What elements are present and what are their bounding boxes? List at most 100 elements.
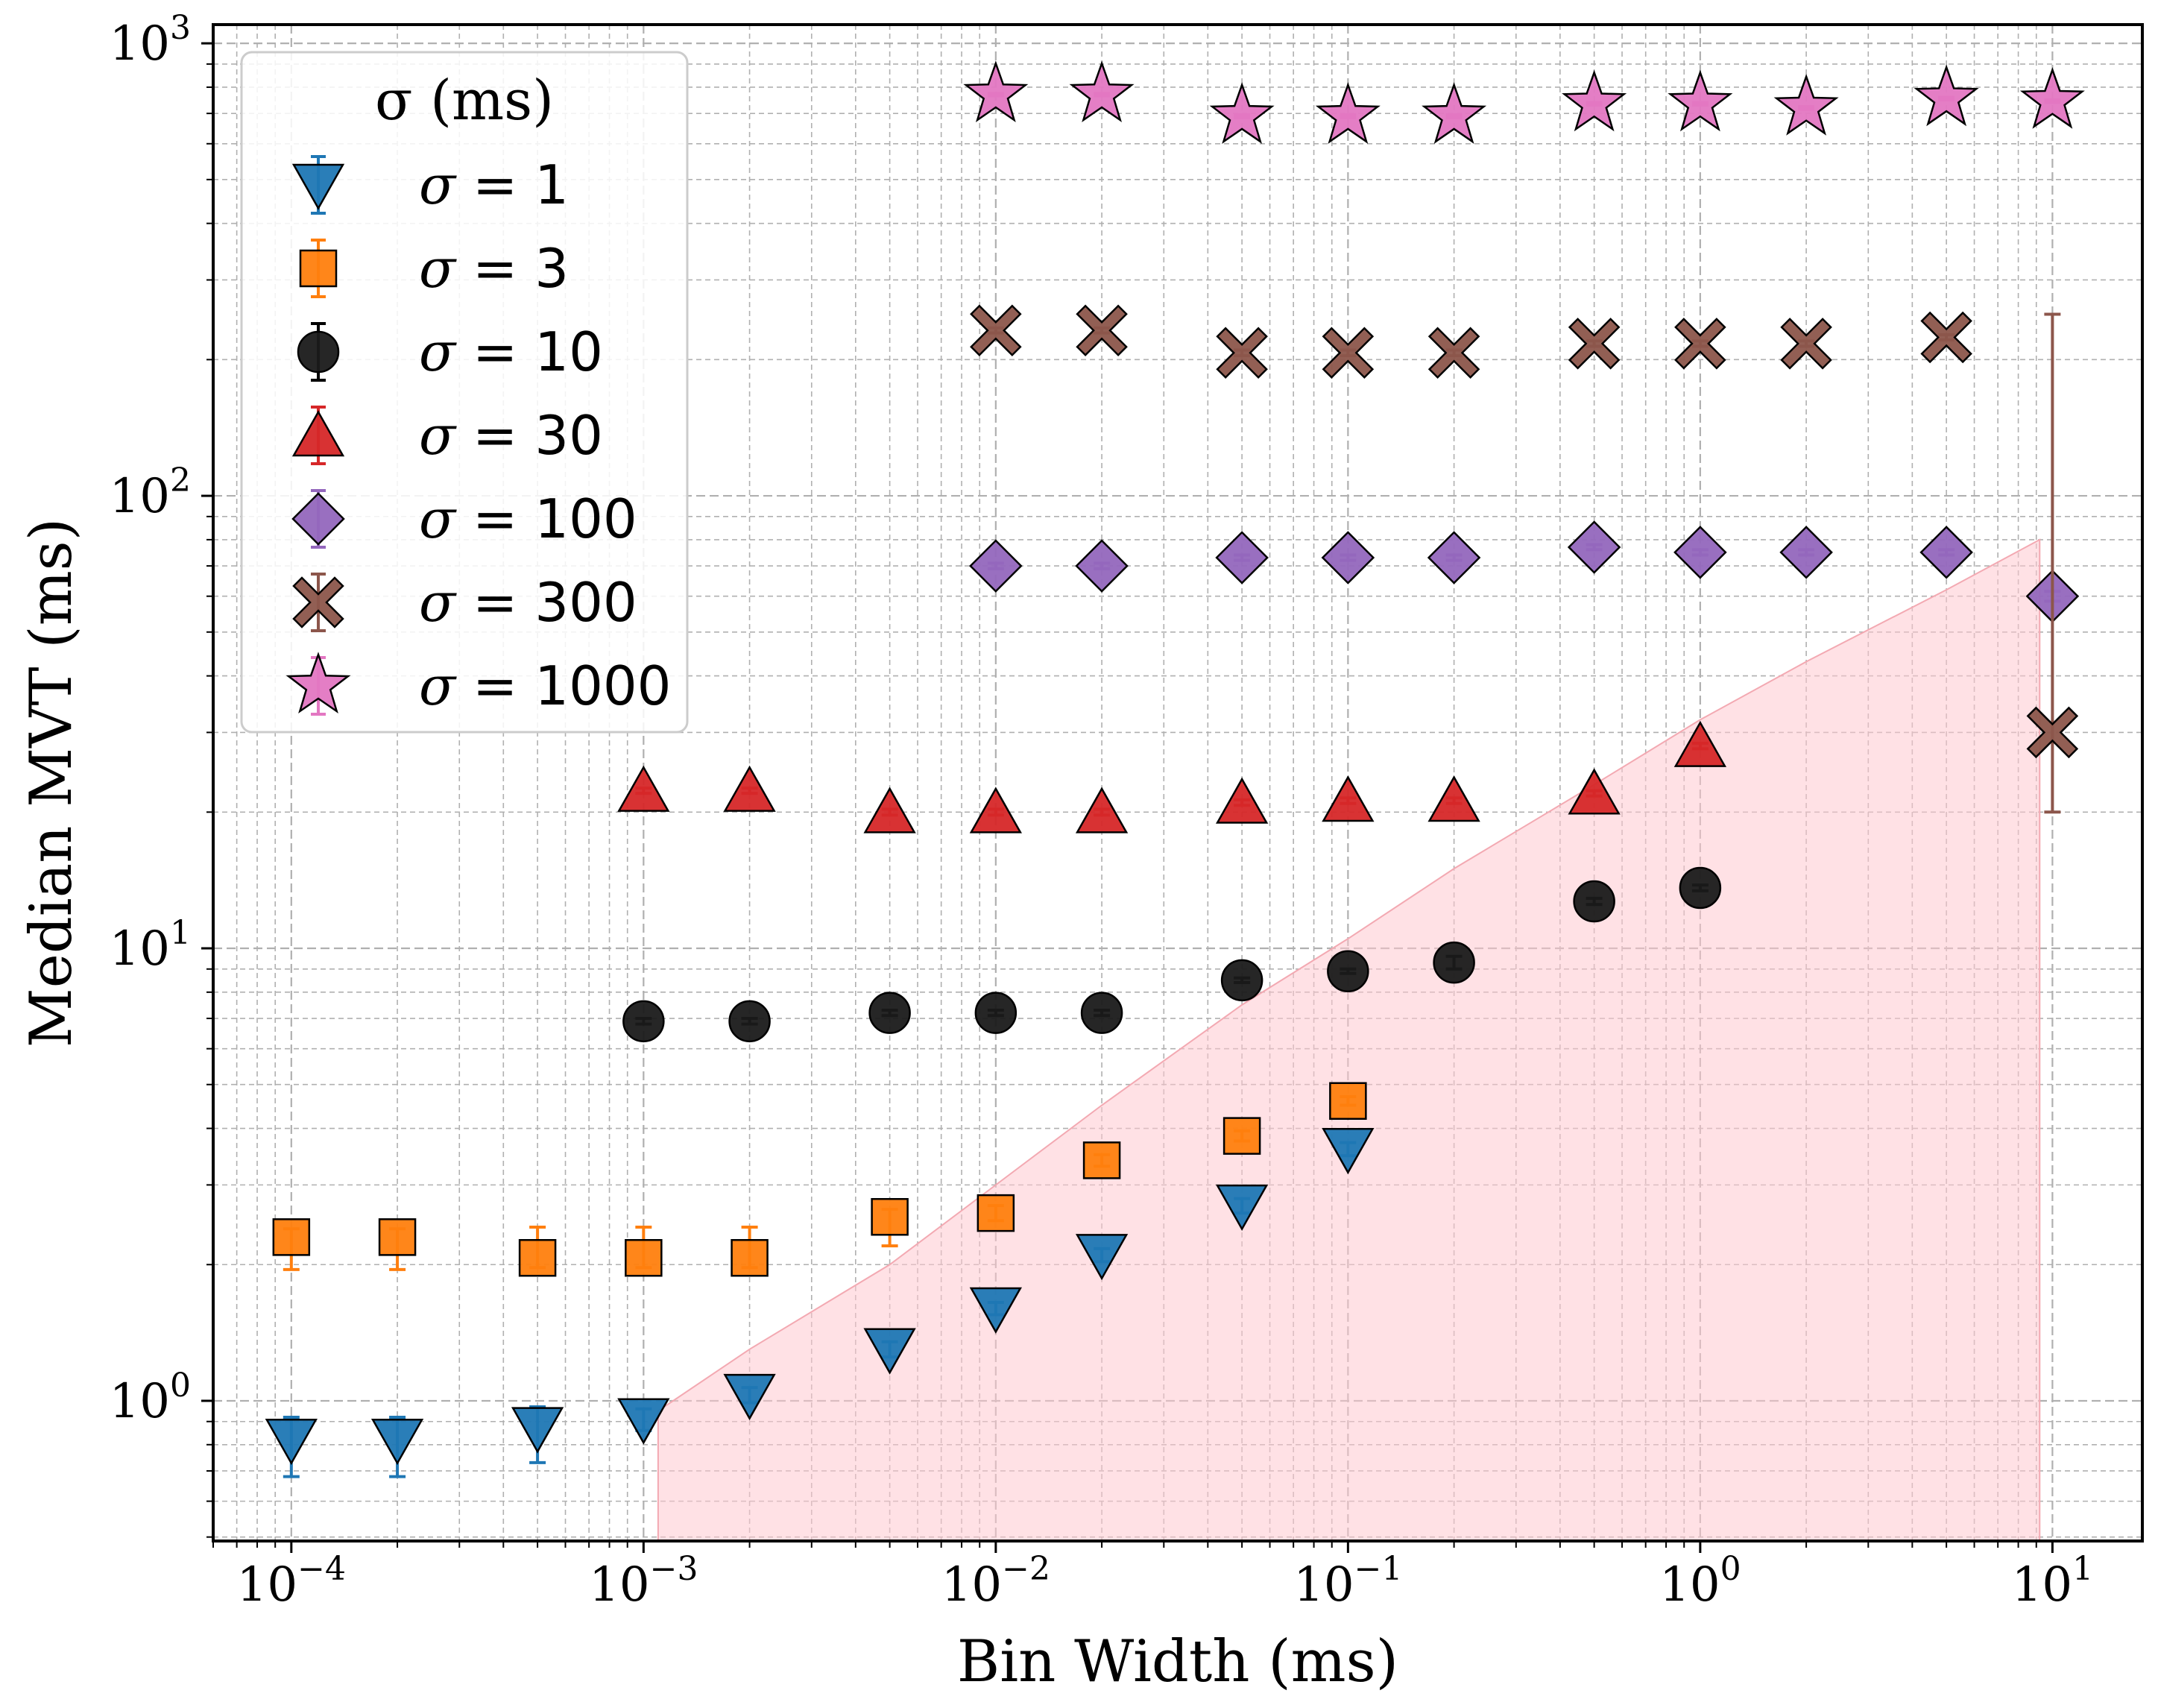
legend-label-value: = 1000 [455,655,671,717]
data-point [2019,66,2085,129]
data-point [622,1000,665,1043]
data-point [1075,539,1129,593]
data-point [1327,950,1369,992]
tick-base: 10 [110,16,170,72]
data-point [969,1287,1022,1334]
data-point [1075,787,1129,833]
plot-frame [212,23,2144,1542]
series-triangle-down [265,1128,1375,1478]
series-circle [622,866,1722,1043]
data-point [1433,941,1475,984]
legend-label-symbol: σ [419,655,457,717]
legend-marker [299,249,338,288]
data-point [1082,1141,1121,1179]
x-tick-label: 10−2 [941,1550,1050,1613]
legend-label-symbol: σ [419,404,457,467]
x-axis-label: Bin Width (ms) [957,1628,1398,1695]
legend-label-symbol: σ [419,488,457,550]
data-point [1215,777,1269,824]
data-point [1779,526,1833,579]
series-star [963,60,2085,144]
legend-label-symbol: σ [419,321,457,383]
data-point [1080,992,1123,1034]
data-point [1914,64,1979,127]
tick-exponent: 1 [2072,1550,2093,1588]
tick-exponent: 2 [170,461,191,500]
data-point [2026,706,2079,759]
tick-base: 10 [110,469,170,524]
tick-exponent: −4 [297,1550,346,1588]
tick-base: 10 [1659,1557,1720,1613]
legend-label-value: = 1 [455,154,569,216]
legend-label-value: = 10 [455,321,603,383]
data-point [1076,304,1128,357]
data-point [1919,526,1973,579]
legend-label-symbol: σ [419,154,457,216]
data-point [1567,520,1621,574]
data-point [723,765,776,812]
data-point [1427,775,1480,822]
data-point [1216,327,1268,379]
data-point [868,992,911,1034]
legend-label-symbol: σ [419,237,457,300]
tick-exponent: −1 [1354,1550,1403,1588]
tick-exponent: 3 [170,9,191,47]
legend-label: σ = 1 [419,154,569,216]
data-point [728,1000,771,1043]
y-tick-label: 103 [110,9,191,72]
legend-label: σ = 30 [419,404,603,467]
legend-entry: σ = 3 [299,237,569,300]
legend-label: σ = 1000 [419,655,672,717]
legend-label-symbol: σ [419,571,457,634]
tick-exponent: 0 [1720,1550,1741,1588]
legend-label: σ = 10 [419,321,603,383]
y-tick-label: 100 [110,1367,191,1429]
y-tick-label: 101 [110,914,191,977]
data-point [1568,768,1621,815]
legend-label-value: = 30 [455,404,603,467]
data-point [1322,775,1375,822]
legend-marker [292,576,344,628]
legend-label-value: = 3 [455,237,569,300]
x-tick-label: 101 [2012,1550,2093,1613]
tick-exponent: −2 [1002,1550,1050,1588]
data-point [723,1373,776,1421]
tick-base: 10 [589,1557,649,1613]
data-point [1573,880,1615,923]
legend-marker [291,410,345,457]
tick-exponent: 1 [170,914,191,952]
y-tick-label: 102 [110,461,191,524]
legend-label: σ = 100 [419,488,637,550]
data-point [617,765,670,812]
legend-marker [291,492,345,546]
legend-label-value: = 300 [455,571,637,634]
data-point [1780,318,1832,370]
data-point [1920,311,1972,364]
data-point [1673,720,1727,767]
legend-entry: σ = 1 [291,154,569,216]
data-point [871,1197,909,1236]
data-point [1773,73,1839,136]
data-point [1562,69,1627,132]
data-point [1674,318,1726,370]
data-point [1673,526,1727,579]
x-tick-label: 10−3 [589,1550,698,1613]
legend-entry: σ = 30 [291,404,603,467]
series-triangle-up [617,720,1727,833]
legend-title: σ (ms) [375,69,554,133]
tick-exponent: 0 [170,1367,191,1405]
tick-base: 10 [2012,1557,2072,1613]
data-point [731,1238,769,1277]
tick-base: 10 [110,921,170,977]
data-point [970,304,1022,357]
data-point [1220,959,1263,1002]
data-point [974,992,1018,1034]
data-point [1075,1234,1129,1281]
tick-base: 10 [1293,1557,1354,1613]
data-point [1668,69,1733,132]
legend-label: σ = 300 [419,571,637,634]
data-point [1315,82,1381,144]
data-points [265,60,2085,1478]
data-point [1679,866,1722,910]
